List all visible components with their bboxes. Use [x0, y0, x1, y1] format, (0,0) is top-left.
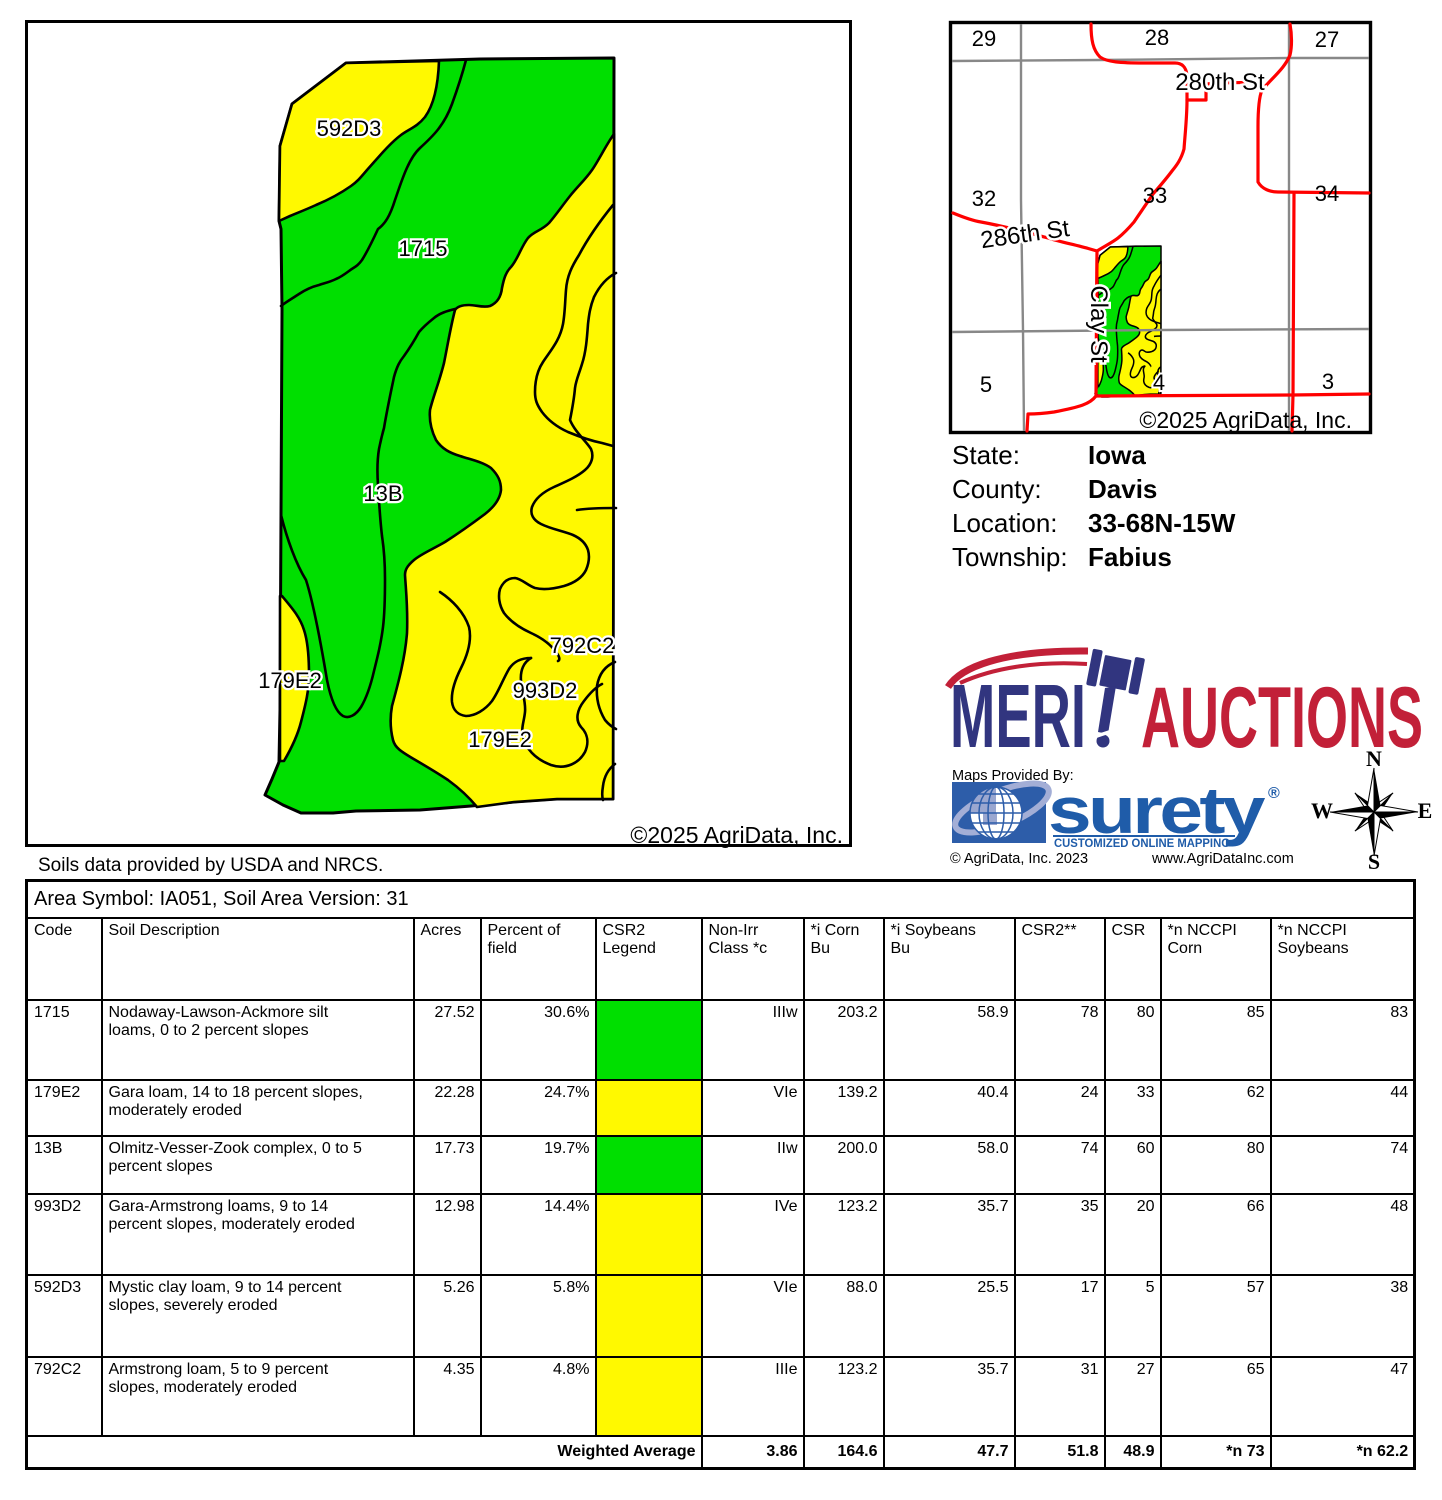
svg-text:S: S	[1368, 849, 1380, 874]
svg-text:N: N	[1366, 746, 1382, 771]
svg-text:280th St: 280th St	[1175, 69, 1265, 96]
svg-text:28: 28	[1145, 25, 1169, 50]
svg-text:MERI: MERI	[950, 667, 1086, 767]
svg-text:1715: 1715	[399, 236, 448, 261]
svg-text:32: 32	[972, 186, 996, 211]
svg-text:29: 29	[972, 26, 996, 51]
svg-text:3: 3	[1322, 369, 1334, 394]
svg-text:33: 33	[1143, 183, 1167, 208]
svg-text:www.AgriDataInc.com: www.AgriDataInc.com	[1151, 851, 1294, 867]
svg-text:179E2: 179E2	[258, 668, 322, 693]
svg-text:© AgriData, Inc. 2023: © AgriData, Inc. 2023	[950, 851, 1088, 867]
svg-text:surety: surety	[1048, 773, 1266, 847]
svg-text:13B: 13B	[363, 481, 402, 506]
svg-text:4: 4	[1153, 370, 1165, 395]
svg-text:©2025 AgriData, Inc.: ©2025 AgriData, Inc.	[630, 822, 843, 848]
svg-text:Clay St: Clay St	[1085, 285, 1112, 363]
svg-text:E: E	[1418, 798, 1433, 823]
svg-text:592D3: 592D3	[317, 116, 382, 141]
svg-text:34: 34	[1315, 181, 1339, 206]
svg-text:®: ®	[1268, 785, 1280, 802]
svg-text:Maps Provided By:: Maps Provided By:	[952, 768, 1074, 784]
svg-text:5: 5	[980, 372, 992, 397]
svg-text:Soils data provided by USDA an: Soils data provided by USDA and NRCS.	[38, 855, 383, 876]
svg-text:993D2: 993D2	[513, 678, 578, 703]
svg-text:27: 27	[1315, 27, 1339, 52]
svg-text:CUSTOMIZED ONLINE MAPPING: CUSTOMIZED ONLINE MAPPING	[1054, 836, 1230, 850]
svg-text:179E2: 179E2	[468, 727, 532, 752]
svg-text:AUCTIONS: AUCTIONS	[1141, 670, 1423, 766]
svg-text:©2025 AgriData, Inc.: ©2025 AgriData, Inc.	[1139, 407, 1352, 433]
svg-text:792C2: 792C2	[550, 633, 615, 658]
svg-text:W: W	[1311, 798, 1333, 823]
